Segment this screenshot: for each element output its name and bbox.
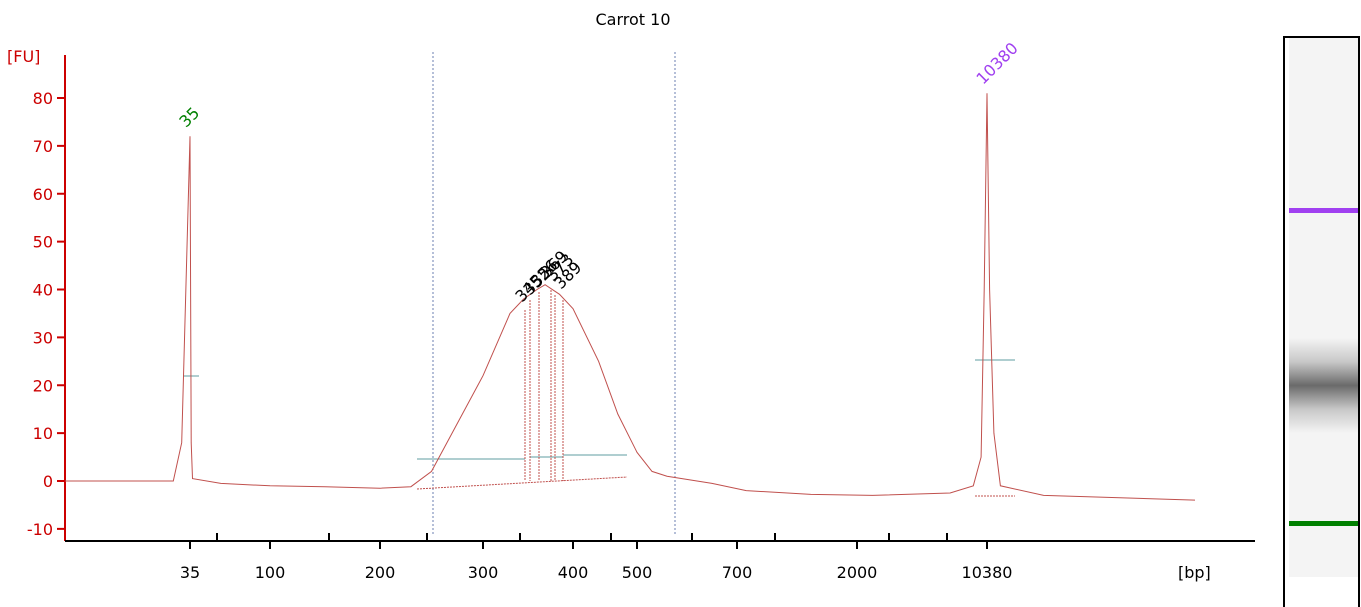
- y-tick-label: 0: [43, 472, 53, 491]
- x-axis-ticks: 35 100 200 300 400 500 700 2000 10380: [180, 533, 1013, 582]
- electropherogram-chart: Carrot 10 [FU] [bp] -10 0 10 20 30 40 50 60 70 80…: [7, 10, 1255, 582]
- y-tick-label: 10: [33, 424, 53, 443]
- y-axis-label: [FU]: [7, 47, 40, 66]
- y-tick-label: 50: [33, 233, 53, 252]
- gel-sample-band: [1289, 338, 1358, 433]
- x-tick-label: 10380: [962, 563, 1013, 582]
- x-tick-label: 100: [255, 563, 286, 582]
- trace-series: [65, 93, 1196, 501]
- x-tick-label: 200: [365, 563, 396, 582]
- axes: [64, 55, 1255, 542]
- x-tick-label: 2000: [837, 563, 878, 582]
- marker-peak-label: 35: [175, 103, 203, 131]
- y-tick-label: 40: [33, 281, 53, 300]
- gel-lane: [1289, 38, 1358, 577]
- trace-line: [65, 93, 1196, 501]
- region-lines: [432, 52, 676, 536]
- x-tick-label: 300: [468, 563, 499, 582]
- x-axis-label: [bp]: [1178, 563, 1211, 582]
- x-tick-label: 700: [722, 563, 753, 582]
- chart-title: Carrot 10: [595, 10, 670, 29]
- y-tick-label: -10: [27, 520, 53, 539]
- x-tick-label: 500: [622, 563, 653, 582]
- y-tick-label: 70: [33, 137, 53, 156]
- region-baseline-dotted: [416, 476, 628, 490]
- y-tick-label: 20: [33, 376, 53, 395]
- gel-image: [1283, 36, 1360, 607]
- marker-peak-label: 10380: [972, 39, 1021, 88]
- x-tick-label: 400: [558, 563, 589, 582]
- y-tick-label: 80: [33, 89, 53, 108]
- gel-lower-marker-band: [1289, 521, 1358, 526]
- y-axis-ticks: -10 0 10 20 30 40 50 60 70 80: [27, 89, 65, 539]
- y-tick-label: 60: [33, 185, 53, 204]
- gel-upper-marker-band: [1289, 208, 1358, 213]
- x-tick-label: 35: [180, 563, 200, 582]
- y-tick-label: 30: [33, 328, 53, 347]
- baseline-segments: [183, 359, 1015, 460]
